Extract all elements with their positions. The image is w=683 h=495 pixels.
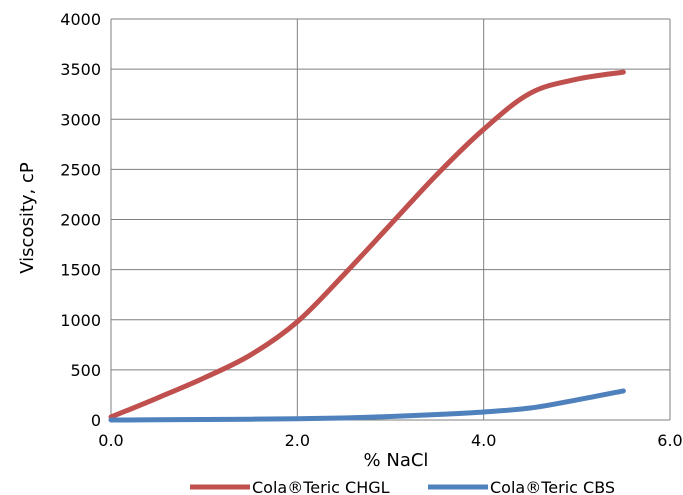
y-tick-label: 3000: [60, 110, 101, 129]
x-axis-title: % NaCl: [364, 450, 429, 471]
series-layer: [108, 69, 626, 423]
series-line-1: [108, 69, 626, 420]
series-line-2: [108, 388, 626, 423]
x-tick-label: 6.0: [657, 431, 682, 450]
y-tick-label: 0: [91, 411, 101, 430]
x-tick-label: 4.0: [471, 431, 496, 450]
y-axis-title: Viscosity, cP: [17, 162, 38, 274]
y-tick-label: 500: [70, 361, 101, 380]
y-tick-label: 4000: [60, 10, 101, 29]
legend-label-1: Cola®Teric CHGL: [252, 478, 390, 495]
y-tick-label: 2000: [60, 211, 101, 230]
x-tick-label: 0.0: [98, 431, 123, 450]
y-tick-label: 2500: [60, 160, 101, 179]
x-tick-label: 2.0: [285, 431, 310, 450]
y-tick-label: 3500: [60, 60, 101, 79]
y-tick-label: 1000: [60, 311, 101, 330]
legend-label-2: Cola®Teric CBS: [490, 478, 615, 495]
x-axis-ticks: 0.0 2.0 4.0 6.0: [98, 431, 682, 450]
grid: [110, 18, 671, 421]
legend: Cola®Teric CHGL Cola®Teric CBS: [190, 478, 615, 495]
y-tick-label: 1500: [60, 261, 101, 280]
y-axis-ticks: 0 500 1000 1500 2000 2500 3000 3500 4000: [60, 10, 101, 430]
